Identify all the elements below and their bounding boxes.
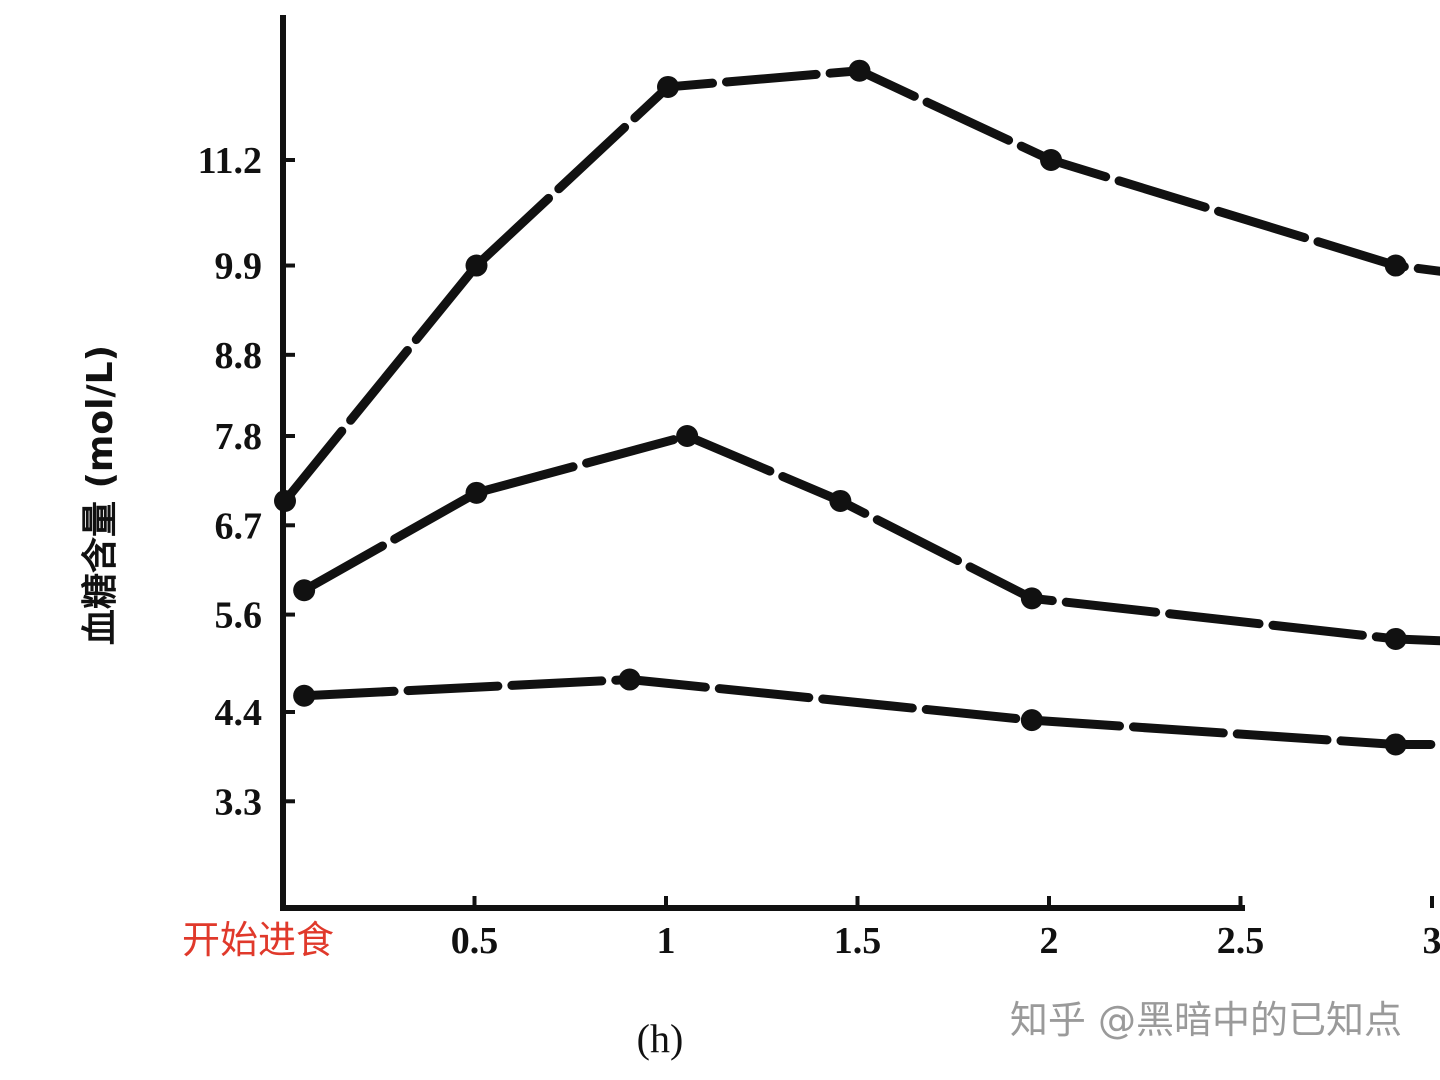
series-lines — [274, 59, 1440, 756]
data-point — [1020, 709, 1043, 732]
series-line — [280, 66, 1440, 506]
y-tick-label: 5.6 — [215, 595, 263, 637]
data-point — [465, 254, 488, 277]
x-tick-label: 0.5 — [451, 920, 499, 962]
x-tick-label: 1 — [657, 920, 676, 962]
data-point — [1040, 149, 1062, 171]
y-tick-label: 3.3 — [215, 781, 263, 823]
data-point — [848, 59, 871, 82]
data-point — [293, 579, 316, 602]
data-point — [829, 489, 852, 512]
data-point — [657, 75, 679, 98]
data-point — [1384, 733, 1407, 756]
x-axis-unit-label: (h) — [637, 1016, 684, 1061]
x-tick-label: 2 — [1040, 920, 1059, 962]
x-tick-label-start: 开始进食 — [182, 918, 334, 962]
data-point — [1384, 627, 1407, 650]
series-line — [299, 675, 1440, 749]
x-tick-label: 2.5 — [1217, 920, 1265, 962]
series-line — [299, 431, 1440, 646]
axes — [280, 15, 1434, 911]
y-tick-label: 6.7 — [215, 505, 263, 547]
y-tick-label: 7.8 — [215, 416, 263, 458]
data-point — [293, 684, 316, 707]
y-tick-label: 11.2 — [198, 140, 262, 182]
y-tick-label: 8.8 — [215, 335, 263, 377]
series-2 — [293, 425, 1440, 650]
y-tick-label: 4.4 — [215, 692, 263, 734]
data-point — [1020, 587, 1043, 610]
data-point — [274, 489, 296, 512]
data-point — [1384, 254, 1407, 277]
x-tick-label: 1.5 — [834, 920, 882, 962]
y-axis-label: 血糖含量 (mol/L) — [80, 345, 121, 645]
y-tick-label: 9.9 — [215, 246, 263, 288]
data-point — [676, 425, 699, 447]
series-3 — [293, 668, 1440, 756]
series-1 — [274, 59, 1440, 512]
x-tick-label: 3 — [1423, 920, 1440, 962]
watermark-text: 知乎 @黑暗中的已知点 — [1010, 998, 1402, 1042]
y-tick-labels: 3.3 4.4 5.6 6.7 7.8 8.8 9.9 11.2 — [198, 140, 262, 823]
data-point — [618, 668, 641, 691]
data-point — [465, 481, 488, 504]
